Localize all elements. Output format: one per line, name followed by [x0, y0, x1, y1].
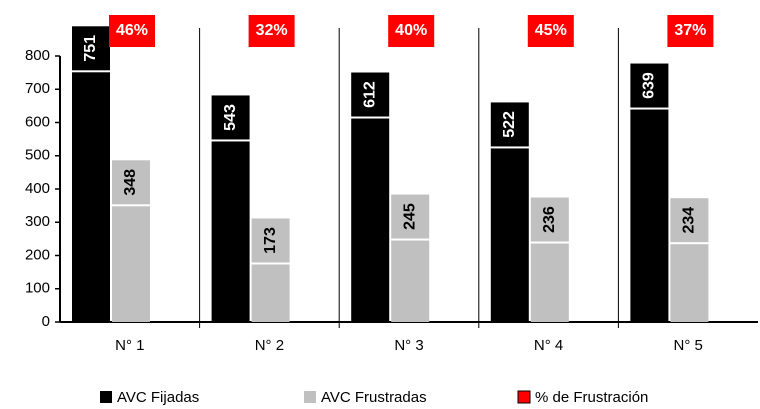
value-label-box	[670, 198, 709, 243]
percent-box	[667, 15, 714, 47]
y-tick-label: 600	[25, 113, 50, 130]
value-label: 236	[541, 206, 558, 233]
value-label: 348	[122, 169, 139, 196]
bar	[670, 244, 709, 322]
legend-swatch	[100, 391, 112, 403]
value-label-box	[72, 26, 110, 71]
legend-label: AVC Fijadas	[117, 389, 199, 406]
percent-label: 32%	[256, 22, 288, 39]
y-tick-label: 200	[25, 246, 50, 263]
percent-box	[388, 15, 435, 47]
y-tick-label: 0	[42, 313, 50, 330]
bar	[630, 109, 669, 322]
x-tick-label: N° 1	[115, 337, 144, 354]
y-tick-label: 500	[25, 147, 50, 164]
value-label: 612	[361, 81, 378, 108]
percent-label: 45%	[535, 22, 567, 39]
legend-swatch	[517, 390, 531, 404]
value-label-box	[391, 194, 430, 239]
legend-label: AVC Frustradas	[321, 389, 427, 406]
y-tick-label: 300	[25, 213, 50, 230]
bar	[112, 206, 150, 322]
bar	[391, 240, 430, 322]
percent-label: 40%	[395, 22, 427, 39]
value-label-box	[530, 197, 569, 242]
bar	[72, 72, 110, 322]
bar	[490, 148, 529, 322]
bar	[251, 264, 290, 322]
y-tick-label: 800	[25, 47, 50, 64]
percent-label: 37%	[674, 22, 706, 39]
y-tick-label: 700	[25, 80, 50, 97]
x-tick-label: N° 5	[674, 337, 703, 354]
value-label-box	[630, 63, 669, 108]
y-tick-label: 400	[25, 180, 50, 197]
value-label-box	[112, 160, 150, 205]
percent-box	[527, 15, 574, 47]
value-label: 173	[262, 227, 279, 254]
value-label-box	[351, 72, 390, 117]
value-label: 522	[501, 111, 518, 138]
bar	[211, 141, 250, 322]
percent-label: 46%	[116, 22, 148, 39]
value-label-box	[490, 102, 529, 147]
value-label: 245	[401, 203, 418, 230]
legend-swatch	[304, 391, 316, 403]
value-label: 234	[681, 207, 698, 234]
percent-box	[109, 15, 155, 47]
bar	[351, 118, 390, 322]
bar	[530, 243, 569, 322]
percent-box	[248, 15, 295, 47]
value-label: 543	[222, 104, 239, 131]
value-label: 751	[82, 35, 99, 62]
y-tick-label: 100	[25, 280, 50, 297]
value-label-box	[251, 218, 290, 263]
x-tick-label: N° 2	[255, 337, 284, 354]
x-tick-label: N° 3	[394, 337, 423, 354]
value-label: 639	[641, 72, 658, 99]
legend-label: % de Frustración	[535, 389, 648, 406]
x-tick-label: N° 4	[534, 337, 563, 354]
value-label-box	[211, 95, 250, 140]
